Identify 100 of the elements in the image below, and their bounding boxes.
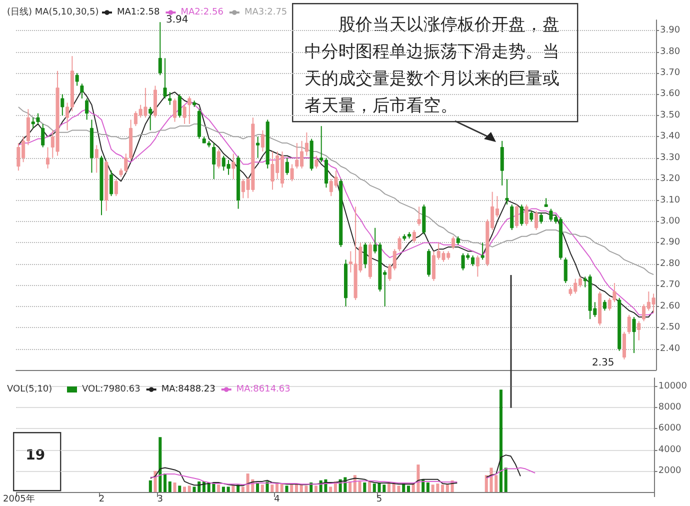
y-tick-label: 2.60 [660, 301, 680, 312]
candlestick [398, 236, 402, 252]
annotation: 3.94 [166, 14, 188, 26]
bar [178, 486, 182, 492]
candlestick [182, 104, 186, 124]
candlestick [510, 204, 514, 230]
candlestick [163, 58, 167, 99]
bar [270, 484, 274, 492]
bar [285, 486, 288, 492]
y-tick-label: 2.40 [660, 344, 680, 354]
candlestick [637, 320, 641, 341]
candlestick [173, 98, 177, 122]
bar [232, 486, 235, 492]
bar [314, 486, 318, 492]
y-tick-label: 2.90 [660, 238, 680, 248]
y-tick-label: 2.50 [660, 322, 680, 333]
bar [226, 486, 230, 492]
candlestick [178, 94, 182, 118]
candlestick [168, 92, 172, 106]
y-tick-label: 10000 [658, 381, 688, 392]
chart-title: (日线) MA(5,10,30,5) [7, 6, 99, 18]
candlestick [158, 22, 162, 76]
candlestick [46, 146, 50, 169]
candlestick [539, 212, 543, 224]
candlestick [451, 236, 456, 250]
bar [290, 484, 294, 492]
x-tick-label: 5 [376, 494, 382, 504]
y-tick-label: 3.70 [660, 68, 680, 78]
legend-label: MA:8614.63 [236, 384, 290, 394]
y-tick-label: 2.70 [660, 280, 680, 290]
candlestick [85, 98, 89, 120]
candlestick [75, 72, 79, 86]
candlestick [110, 170, 114, 197]
bar [358, 481, 362, 492]
bar [260, 484, 264, 492]
candlestick [216, 148, 221, 169]
candlestick [622, 331, 626, 360]
bar [173, 482, 176, 492]
bar [504, 468, 508, 492]
candlestick [530, 210, 534, 222]
bar [266, 481, 269, 492]
candlestick [412, 230, 416, 244]
y-tick-label: 3.20 [660, 174, 680, 184]
bar [348, 481, 352, 492]
bar [280, 484, 284, 492]
bar [158, 437, 162, 492]
candlestick [364, 242, 368, 269]
y-tick-label: 2.80 [660, 258, 680, 269]
candlestick [524, 204, 528, 226]
bar [198, 481, 201, 492]
y-tick-label: 3.80 [660, 46, 680, 57]
legend-label: MA:8488.23 [161, 384, 216, 394]
candlestick [232, 153, 236, 180]
bar [372, 484, 376, 492]
candlestick [417, 206, 421, 226]
candlestick [476, 254, 480, 278]
candlestick [627, 314, 631, 334]
candlestick [564, 257, 568, 284]
y-tick-label: 3.60 [660, 89, 680, 100]
bar [426, 482, 430, 492]
candlestick [80, 83, 84, 99]
bar [182, 486, 186, 492]
y-tick-label: 2000 [658, 466, 682, 476]
x-tick-label: 2005年 [2, 494, 35, 504]
candlestick [212, 142, 216, 180]
candlestick [60, 94, 64, 116]
y-tick-label: 3.50 [660, 110, 680, 120]
candlestick [505, 178, 509, 206]
bar [406, 486, 410, 492]
x-tick-label: 3 [157, 494, 164, 504]
y-tick-label: 3.30 [660, 152, 680, 163]
candlestick [285, 157, 289, 176]
candlestick [148, 106, 152, 131]
candlestick [515, 204, 519, 228]
x-tick-label: 4 [274, 494, 280, 504]
candlestick [114, 178, 118, 197]
y-tick-label: 3.40 [660, 132, 680, 142]
candlestick [427, 248, 431, 278]
bar [329, 486, 332, 492]
candlestick [632, 316, 636, 354]
annotation: 2.35 [592, 358, 614, 368]
bar [441, 484, 444, 492]
candlestick [314, 155, 318, 169]
legend-label: VOL:7980.63 [82, 384, 140, 394]
candlestick [94, 144, 98, 174]
candlestick [602, 300, 606, 312]
candlestick [256, 136, 260, 158]
y-tick-label: 3.00 [660, 216, 680, 227]
bar [148, 480, 152, 492]
bar [217, 484, 220, 492]
bar [241, 486, 244, 492]
bar [168, 481, 172, 492]
bar [164, 474, 167, 492]
bar [387, 484, 391, 492]
text: VOL(5,10) [7, 384, 52, 394]
candlestick [500, 140, 504, 186]
bar [222, 486, 225, 492]
bar [192, 486, 196, 492]
legend-label: MA3:2.75 [244, 8, 288, 18]
bar [188, 486, 191, 492]
